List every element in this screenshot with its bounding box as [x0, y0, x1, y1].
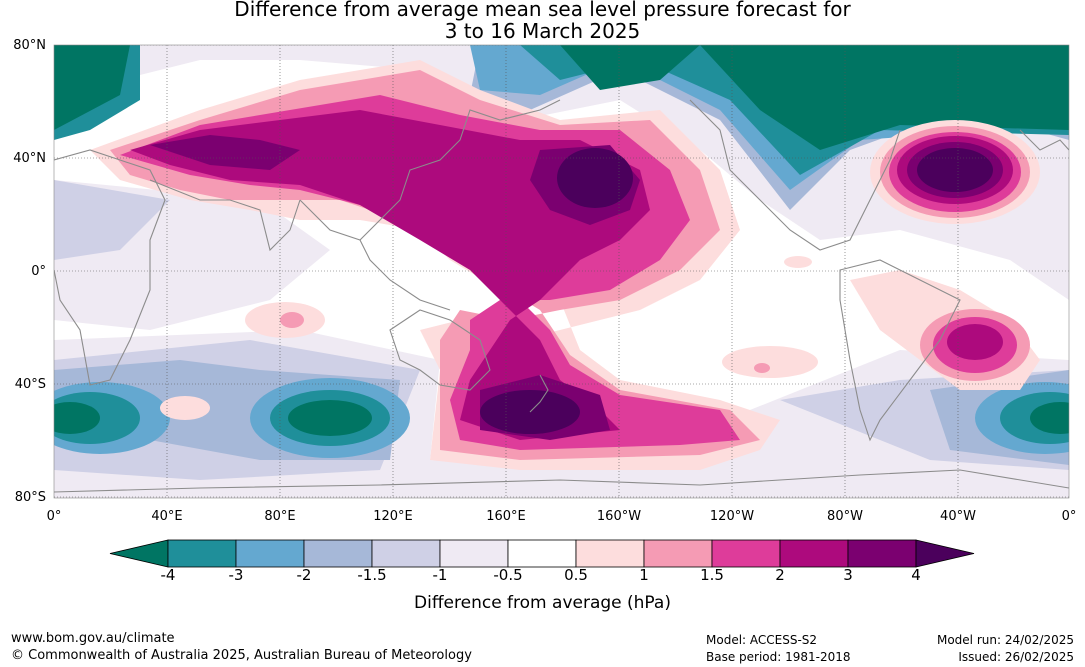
- map-frame: [53, 44, 1070, 499]
- lat-label-40n: 40°N: [13, 151, 46, 166]
- lon-label-120e: 120°E: [373, 509, 413, 524]
- legend-extend-low: [109, 539, 169, 568]
- legend-tick-label: 1: [639, 566, 649, 584]
- map-title-line1: Difference from average mean sea level p…: [234, 0, 851, 21]
- legend-swatches: [109, 539, 975, 568]
- footer-issued: Issued: 26/02/2025: [958, 650, 1074, 664]
- legend-tick-label: -4: [160, 566, 176, 584]
- legend-swatch: [507, 539, 577, 568]
- legend-tick-label: 3: [843, 566, 853, 584]
- legend-swatch: [371, 539, 441, 568]
- lon-label-0-left: 0°: [46, 509, 62, 524]
- legend-tick-label: -0.5: [493, 566, 523, 584]
- pos-south-atlantic-4: [947, 324, 1003, 360]
- footer-model-info: Model: ACCESS-S2 Base period: 1981-2018: [706, 632, 851, 666]
- coast-asia: [299, 99, 561, 241]
- lon-label-80e: 80°E: [264, 509, 296, 524]
- color-legend: [109, 539, 975, 568]
- pos-patch-pacific-2: [754, 363, 770, 373]
- lat-label-80s: 80°S: [14, 490, 46, 505]
- legend-tick-label: -1.5: [357, 566, 387, 584]
- pos-high-north-pacific-core: [557, 148, 633, 208]
- lon-label-40w: 40°W: [940, 509, 976, 524]
- coast-north-america: [689, 99, 901, 251]
- coast-antarctica: [54, 469, 1069, 493]
- coast-europe: [1019, 129, 1069, 151]
- legend-swatch: [711, 539, 781, 568]
- legend-swatch: [575, 539, 645, 568]
- neg-tropics-2: [54, 180, 170, 260]
- lat-label-80n: 80°N: [13, 38, 46, 53]
- legend-tick-label: -3: [228, 566, 244, 584]
- coast-arabia-india: [149, 179, 301, 252]
- legend-tick-label: 4: [911, 566, 921, 584]
- lat-label-0: 0°: [31, 264, 46, 279]
- footer-dates: Model run: 24/02/2025 Issued: 26/02/2025: [937, 632, 1074, 666]
- coastlines: [54, 99, 1069, 493]
- legend-swatch: [779, 539, 849, 568]
- lon-label-40e: 40°E: [151, 509, 183, 524]
- pos-band-4: [130, 110, 650, 440]
- footer-model-run: Model run: 24/02/2025: [936, 633, 1074, 647]
- anomaly-field: [54, 45, 1069, 498]
- footer-credits: www.bom.gov.au/climate © Commonwealth of…: [11, 630, 472, 664]
- legend-tick-label: 2: [775, 566, 785, 584]
- neg-low-south-indian-3: [288, 400, 372, 436]
- lon-label-120w: 120°W: [709, 509, 755, 524]
- legend-title: Difference from average (hPa): [414, 593, 671, 613]
- lon-label-80w: 80°W: [827, 509, 863, 524]
- footer-website: www.bom.gov.au/climate: [11, 631, 175, 646]
- pos-patch-east-pacific: [784, 256, 812, 268]
- legend-tick-label: 1.5: [700, 566, 724, 584]
- pos-patch-pacific: [722, 346, 818, 378]
- coast-africa: [54, 149, 166, 386]
- lon-label-160e: 160°E: [486, 509, 526, 524]
- pos-high-north-atlantic-core: [917, 148, 993, 192]
- neg-band-north-5: [54, 45, 1069, 150]
- lon-label-0-right: 0°: [1061, 509, 1077, 524]
- legend-swatch: [847, 539, 917, 568]
- legend-tick-label: 0.5: [564, 566, 588, 584]
- neg-low-southwest-3: [54, 402, 100, 434]
- legend-tick-label: -2: [296, 566, 312, 584]
- pos-patch-indian-2: [280, 312, 304, 328]
- lat-label-40s: 40°S: [14, 377, 46, 392]
- legend-swatch: [303, 539, 373, 568]
- coast-new-zealand: [529, 374, 549, 413]
- legend-swatch: [235, 539, 305, 568]
- legend-tick-label: -1: [432, 566, 448, 584]
- legend-extend-high: [915, 539, 975, 568]
- coast-south-america: [839, 259, 961, 442]
- footer-base-period: Base period: 1981-2018: [706, 650, 851, 664]
- legend-swatch: [167, 539, 237, 568]
- footer-model: Model: ACCESS-S2: [706, 633, 818, 647]
- neg-low-south-atlantic-3: [1030, 402, 1069, 434]
- pos-patch-south-indian: [160, 396, 210, 420]
- map-title-line2: 3 to 16 March 2025: [444, 19, 641, 43]
- legend-swatch: [439, 539, 509, 568]
- graticule: [54, 45, 1069, 498]
- anomaly-map: [53, 44, 1070, 499]
- coast-australia: [389, 309, 491, 391]
- legend-swatch: [643, 539, 713, 568]
- coast-se-asia: [359, 239, 451, 311]
- lon-label-160w: 160°W: [596, 509, 642, 524]
- footer-copyright: © Commonwealth of Australia 2025, Austra…: [11, 648, 472, 663]
